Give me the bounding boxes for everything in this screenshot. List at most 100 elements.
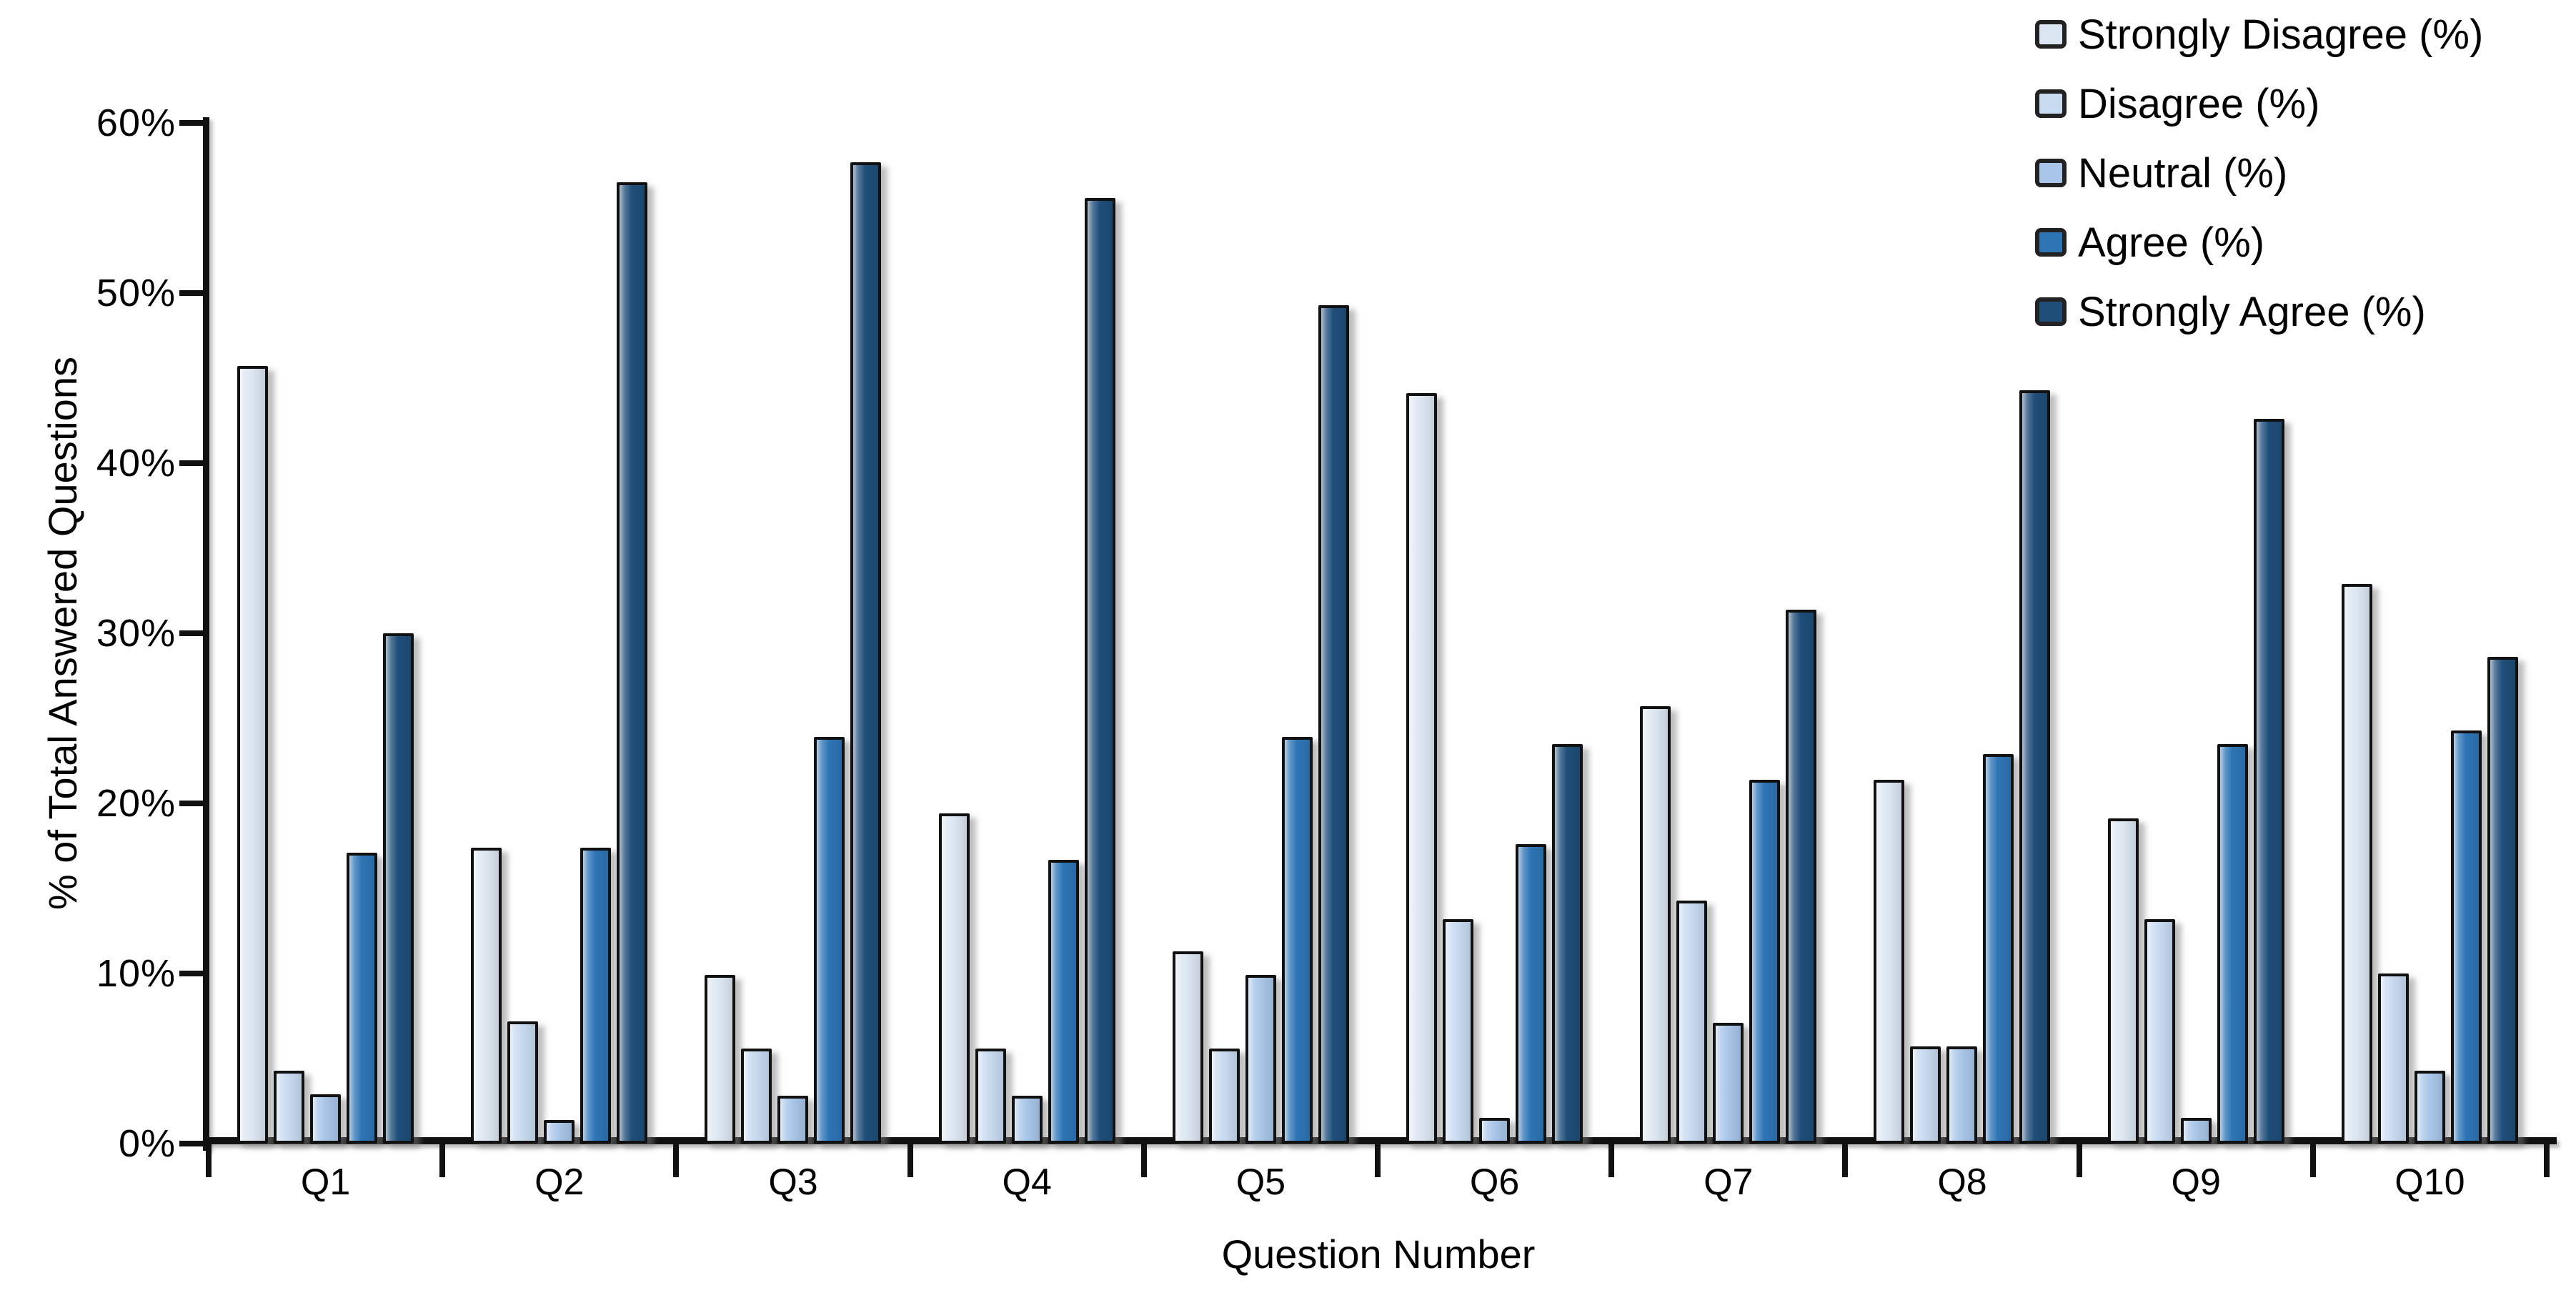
bar-q6-series-5 <box>1552 743 1583 1144</box>
bar-q7-series-2 <box>1676 900 1708 1144</box>
x-category-label: Q10 <box>2395 1161 2465 1203</box>
bar-q3-series-3 <box>777 1096 809 1144</box>
x-tick <box>2544 1137 2550 1177</box>
bar-sheen <box>1518 847 1543 1141</box>
bar-q10-series-5 <box>2487 657 2518 1144</box>
bar-sheen <box>1050 862 1076 1141</box>
bar-sheen <box>277 1073 302 1141</box>
bar-sheen <box>2490 660 2515 1141</box>
bar-q5-series-2 <box>1208 1048 1240 1144</box>
legend-label: Agree (%) <box>2078 219 2265 266</box>
x-category-label: Q4 <box>1002 1161 1052 1203</box>
bar-q10-series-4 <box>2450 730 2482 1144</box>
bar-sheen <box>1949 1049 1975 1141</box>
x-tick <box>2309 1137 2316 1177</box>
bar-sheen <box>240 369 265 1141</box>
x-category-label: Q9 <box>2171 1161 2221 1203</box>
legend-label: Strongly Agree (%) <box>2078 288 2426 335</box>
legend-label: Neutral (%) <box>2078 149 2288 197</box>
bar-q7-series-3 <box>1713 1023 1744 1144</box>
bar-q3-series-1 <box>705 975 736 1144</box>
y-tick <box>179 290 209 296</box>
bar-sheen <box>1014 1099 1040 1141</box>
bar-q1-series-4 <box>347 853 377 1144</box>
bar-sheen <box>707 978 733 1141</box>
bar-q7-series-1 <box>1640 706 1671 1144</box>
y-tick-label: 0% <box>118 1122 176 1165</box>
bar-sheen <box>313 1096 338 1141</box>
y-tick-label: 10% <box>96 952 176 995</box>
bar-sheen <box>1789 612 1814 1141</box>
bar-q10-series-2 <box>2377 973 2409 1144</box>
bar-sheen <box>2183 1121 2209 1141</box>
bar-q6-series-4 <box>1516 844 1546 1144</box>
x-tick <box>206 1137 212 1177</box>
bar-sheen <box>1087 200 1113 1141</box>
bar-sheen <box>1679 903 1705 1141</box>
bar-sheen <box>349 856 374 1141</box>
y-tick <box>179 1141 209 1146</box>
bar-sheen <box>817 740 842 1141</box>
bar-q7-series-4 <box>1749 779 1781 1144</box>
x-category-label: Q5 <box>1235 1161 1286 1203</box>
bar-sheen <box>510 1024 536 1141</box>
legend-item: Disagree (%) <box>2035 76 2319 131</box>
bar-q2-series-1 <box>471 847 502 1144</box>
bar-sheen <box>1913 1049 1939 1141</box>
bar-sheen <box>2417 1073 2442 1141</box>
legend-item: Strongly Disagree (%) <box>2035 7 2483 61</box>
bar-q4-series-4 <box>1048 859 1079 1144</box>
bar-sheen <box>1643 709 1669 1141</box>
x-tick <box>2076 1137 2082 1177</box>
bar-q1-series-1 <box>237 366 268 1144</box>
legend-swatch-icon <box>2035 297 2067 326</box>
bar-sheen <box>2256 422 2282 1141</box>
bar-sheen <box>386 636 411 1141</box>
bar-q5-series-4 <box>1281 737 1313 1144</box>
y-tick-label: 30% <box>96 612 176 655</box>
legend-swatch-icon <box>2035 228 2067 257</box>
bar-sheen <box>583 850 609 1141</box>
bar-q1-series-5 <box>383 633 414 1144</box>
bar-q8-series-1 <box>1874 779 1905 1144</box>
x-category-label: Q3 <box>768 1161 818 1203</box>
bar-q4-series-2 <box>975 1048 1006 1144</box>
x-tick <box>1375 1137 1381 1177</box>
bar-sheen <box>2453 733 2479 1141</box>
bar-sheen <box>978 1051 1003 1141</box>
bar-sheen <box>744 1051 770 1141</box>
legend-item: Agree (%) <box>2035 215 2264 269</box>
bar-sheen <box>1555 746 1580 1141</box>
bar-q1-series-3 <box>310 1094 341 1144</box>
y-tick-label: 20% <box>96 782 176 825</box>
x-tick <box>1842 1137 1849 1177</box>
bar-sheen <box>547 1122 572 1141</box>
bar-sheen <box>2110 821 2136 1141</box>
bar-q4-series-5 <box>1084 197 1115 1144</box>
bar-q8-series-3 <box>1946 1046 1978 1144</box>
bar-q4-series-3 <box>1011 1096 1043 1144</box>
bar-sheen <box>2380 976 2406 1141</box>
bar-sheen <box>853 164 879 1141</box>
x-tick <box>439 1137 446 1177</box>
bar-sheen <box>2219 746 2245 1141</box>
y-tick <box>179 801 209 806</box>
y-tick <box>179 971 209 976</box>
bar-q1-series-2 <box>274 1070 304 1144</box>
bar-q9-series-2 <box>2144 918 2175 1144</box>
bar-q8-series-5 <box>2019 390 2051 1144</box>
x-tick <box>673 1137 680 1177</box>
legend-label: Strongly Disagree (%) <box>2078 11 2484 58</box>
bar-sheen <box>1876 782 1902 1141</box>
bar-q8-series-4 <box>1983 753 2014 1144</box>
x-tick <box>1608 1137 1615 1177</box>
legend-item: Neutral (%) <box>2035 146 2287 200</box>
bar-q9-series-5 <box>2253 419 2284 1144</box>
bar-q3-series-4 <box>814 737 845 1144</box>
legend-swatch-icon <box>2035 20 2067 49</box>
bar-sheen <box>1175 954 1200 1141</box>
bar-q2-series-4 <box>580 847 612 1144</box>
legend-item: Strongly Agree (%) <box>2035 284 2426 339</box>
bar-sheen <box>474 850 499 1141</box>
